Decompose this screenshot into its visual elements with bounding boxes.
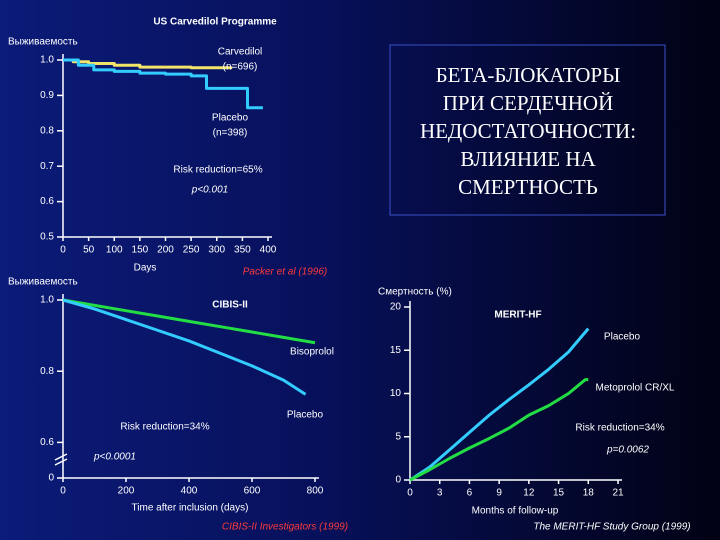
series-line [409, 327, 590, 482]
heading-line: НЕДОСТАТОЧНОСТИ: [420, 119, 636, 143]
axis-break [54, 458, 68, 466]
y-axis-label: Выживаемость [8, 277, 78, 288]
x-tick-label: 6 [467, 488, 473, 499]
series-label: Carvedilol [218, 47, 262, 58]
x-tick-label: 3 [437, 488, 443, 499]
x-tick-label: 600 [244, 486, 261, 497]
y-tick-label: 1.0 [40, 55, 54, 66]
x-axis-label: Months of follow-up [472, 506, 559, 517]
heading-line: ВЛИЯНИЕ НА [460, 147, 596, 171]
y-tick-label: 0.6 [40, 196, 54, 207]
y-tick-label: 0.7 [40, 161, 54, 172]
source: CIBIS-II Investigators (1999) [222, 522, 348, 533]
series-line [62, 298, 316, 345]
x-axis-label: Time after inclusion (days) [132, 503, 249, 514]
series-label: Placebo [287, 410, 324, 421]
series-label: Metoprolol CR/XL [596, 383, 675, 394]
x-tick-label: 100 [106, 245, 123, 256]
x-tick-label: 400 [181, 486, 198, 497]
annotation: Risk reduction=65% [173, 165, 262, 176]
chart-title: MERIT-HF [494, 310, 541, 321]
series-label: Placebo [604, 332, 641, 343]
y-tick-label: 5 [395, 431, 401, 442]
y-tick-label: 15 [390, 345, 402, 356]
y-axis-label: Выживаемость [8, 37, 78, 48]
series-label: Bisoprolol [290, 347, 334, 358]
source: Packer et al (1996) [243, 267, 328, 278]
series-line [62, 298, 307, 396]
y-tick-label: 10 [390, 388, 402, 399]
heading-box [389, 44, 666, 216]
heading-line: СМЕРТНОСТЬ [458, 175, 598, 199]
x-tick-label: 0 [407, 488, 413, 499]
annotation: Risk reduction=34% [120, 422, 209, 433]
x-tick-label: 50 [83, 245, 95, 256]
annotation: Risk reduction=34% [575, 423, 664, 434]
y-tick-label: 0.8 [40, 366, 54, 377]
x-tick-label: 250 [183, 245, 200, 256]
y-axis-label: Смертность (%) [378, 287, 452, 298]
x-tick-label: 400 [260, 245, 277, 256]
x-tick-label: 0 [60, 486, 66, 497]
chart-title: CIBIS-II [212, 300, 248, 311]
y-tick-label: 0.6 [40, 437, 54, 448]
y-tick-label: 0 [48, 473, 54, 484]
series-note: (n=398) [213, 128, 248, 139]
x-tick-label: 9 [496, 488, 502, 499]
source: The MERIT-HF Study Group (1999) [533, 522, 690, 533]
y-tick-label: 0.8 [40, 125, 54, 136]
x-tick-label: 200 [118, 486, 135, 497]
y-tick-label: 0.9 [40, 90, 54, 101]
annotation: p<0.0001 [93, 452, 136, 463]
x-tick-label: 0 [60, 245, 66, 256]
y-tick-label: 0.5 [40, 232, 54, 243]
heading-line: ПРИ СЕРДЕЧНОЙ [443, 91, 614, 115]
y-tick-label: 20 [390, 302, 402, 313]
x-tick-label: 150 [132, 245, 149, 256]
series-label: Placebo [212, 113, 249, 124]
x-tick-label: 200 [157, 245, 174, 256]
x-tick-label: 800 [307, 486, 324, 497]
x-tick-label: 350 [234, 245, 251, 256]
series-line [409, 378, 589, 482]
x-tick-label: 18 [583, 488, 595, 499]
series-line [63, 58, 233, 70]
series-note: (n=696) [223, 62, 258, 73]
x-axis-label: Days [134, 263, 157, 274]
series-line [63, 58, 263, 110]
annotation: p=0.0062 [606, 445, 649, 456]
chart-title: US Carvedilol Programme [153, 17, 277, 28]
x-tick-label: 12 [523, 488, 535, 499]
x-tick-label: 15 [553, 488, 565, 499]
heading-line: БЕТА-БЛОКАТОРЫ [436, 63, 621, 87]
x-tick-label: 300 [208, 245, 225, 256]
y-tick-label: 1.0 [40, 295, 54, 306]
axis-break [54, 453, 68, 461]
annotation: p<0.001 [191, 185, 228, 196]
x-tick-label: 21 [612, 488, 624, 499]
y-tick-label: 0 [395, 475, 401, 486]
